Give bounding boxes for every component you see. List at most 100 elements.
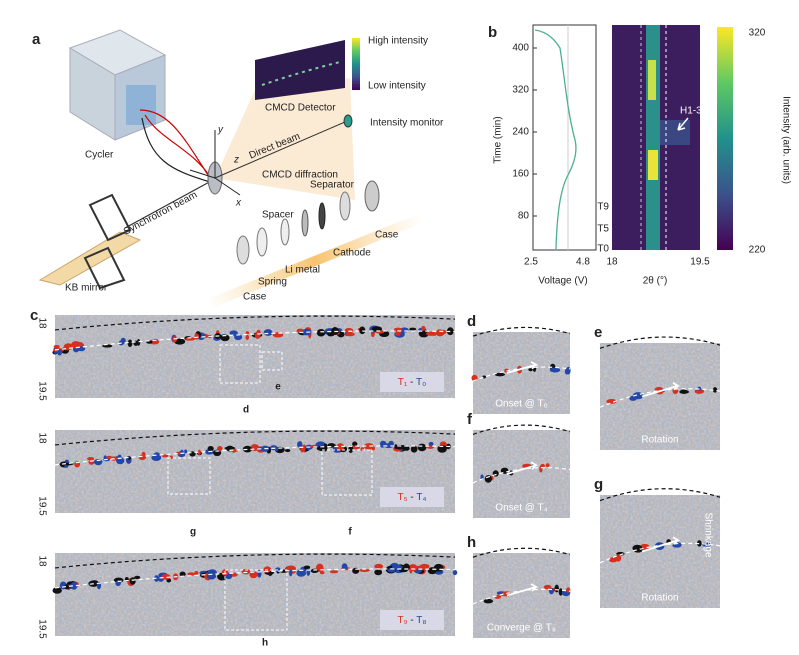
- blob: [224, 446, 235, 450]
- caption: Converge @ T₈: [487, 623, 556, 634]
- blob: [161, 574, 171, 580]
- noise: [473, 430, 570, 518]
- inset-label: h: [262, 638, 268, 649]
- blob: [207, 446, 214, 452]
- blob: [403, 446, 410, 451]
- blob: [52, 587, 62, 594]
- legend-part: T₅: [397, 492, 407, 503]
- panel-label: a: [32, 31, 41, 48]
- inset-label: f: [348, 527, 352, 538]
- cable: [139, 109, 213, 181]
- blob: [417, 565, 423, 569]
- axis-title: Voltage (V): [538, 276, 587, 287]
- blob: [174, 338, 186, 345]
- panel-label: e: [594, 324, 602, 341]
- blob: [242, 445, 252, 453]
- blob: [129, 577, 136, 585]
- blob: [263, 329, 273, 336]
- blob: [433, 563, 444, 572]
- blob: [360, 447, 365, 452]
- blob: [606, 398, 617, 404]
- blob: [712, 387, 718, 393]
- legend-part: T₄: [416, 492, 426, 503]
- caption: Rotation: [641, 435, 678, 446]
- blob: [134, 575, 141, 580]
- legend-box: [380, 610, 444, 630]
- blob: [302, 444, 306, 453]
- cable: [141, 117, 211, 183]
- label: Li metal: [285, 265, 320, 276]
- blob: [87, 456, 95, 461]
- arrow: [641, 536, 681, 553]
- label: Low intensity: [368, 81, 426, 92]
- blob: [543, 584, 552, 590]
- dashed-curve: [599, 336, 721, 349]
- monitor: [343, 114, 353, 128]
- voltage-frame: [532, 24, 597, 251]
- blob: [296, 569, 307, 577]
- blob: [257, 570, 262, 578]
- blob: [127, 339, 133, 348]
- blob: [694, 388, 705, 394]
- blob: [245, 331, 250, 335]
- part: [256, 227, 268, 257]
- blob: [554, 584, 559, 593]
- label: Cathode: [333, 248, 371, 259]
- heatmap-shift: [660, 120, 690, 145]
- blob: [394, 444, 398, 449]
- blob: [417, 443, 427, 452]
- dashed-curve: [599, 488, 721, 502]
- blob: [421, 325, 426, 331]
- caption: Onset @ T₄: [495, 503, 547, 514]
- panel-label: h: [467, 534, 476, 551]
- blob: [528, 367, 533, 372]
- label: Cycler: [85, 150, 114, 161]
- blob: [187, 572, 196, 576]
- panel-label: d: [467, 313, 476, 330]
- axis-title: 2θ (°): [643, 276, 668, 287]
- y-tick-label: 18: [36, 317, 47, 329]
- blob: [484, 475, 492, 483]
- blob: [558, 588, 563, 596]
- blob: [149, 339, 160, 345]
- y-tick-label: 160: [512, 169, 529, 180]
- part: [318, 202, 326, 230]
- part: [236, 235, 250, 265]
- inset-box: [321, 449, 373, 496]
- blob: [425, 331, 437, 336]
- blob: [194, 571, 199, 576]
- legend: T₉ - T₈: [397, 615, 426, 626]
- label: KB mirror: [65, 283, 108, 294]
- blob: [395, 330, 401, 336]
- inset-box: [219, 344, 261, 384]
- voltage-curve: [534, 29, 577, 250]
- dashed-curve: [54, 445, 456, 466]
- part: [339, 191, 351, 221]
- marker-label: T0: [597, 244, 609, 255]
- noise: [600, 343, 720, 450]
- blob: [359, 326, 366, 335]
- part: [301, 209, 309, 237]
- dashed-curve: [54, 568, 456, 589]
- axis-label: x: [235, 198, 242, 209]
- blob: [229, 448, 239, 453]
- caption: Shrinkage: [702, 512, 713, 557]
- panel-label: g: [594, 476, 603, 493]
- arrow: [506, 583, 539, 597]
- dashed-curve: [54, 553, 456, 569]
- blob: [409, 327, 417, 331]
- blob: [452, 569, 458, 576]
- dashed-curve: [472, 547, 571, 558]
- label: Separator: [310, 180, 355, 191]
- blob: [566, 587, 571, 593]
- blob: [53, 345, 60, 349]
- axis-title: Time (min): [493, 116, 504, 163]
- blob: [363, 443, 374, 450]
- blob: [566, 366, 571, 375]
- dashed-curve: [54, 315, 456, 331]
- panel-label: f: [467, 411, 473, 428]
- part: [280, 218, 290, 246]
- label: CMCD Detector: [265, 103, 336, 114]
- axis-label: y: [217, 125, 224, 136]
- blob: [359, 568, 370, 572]
